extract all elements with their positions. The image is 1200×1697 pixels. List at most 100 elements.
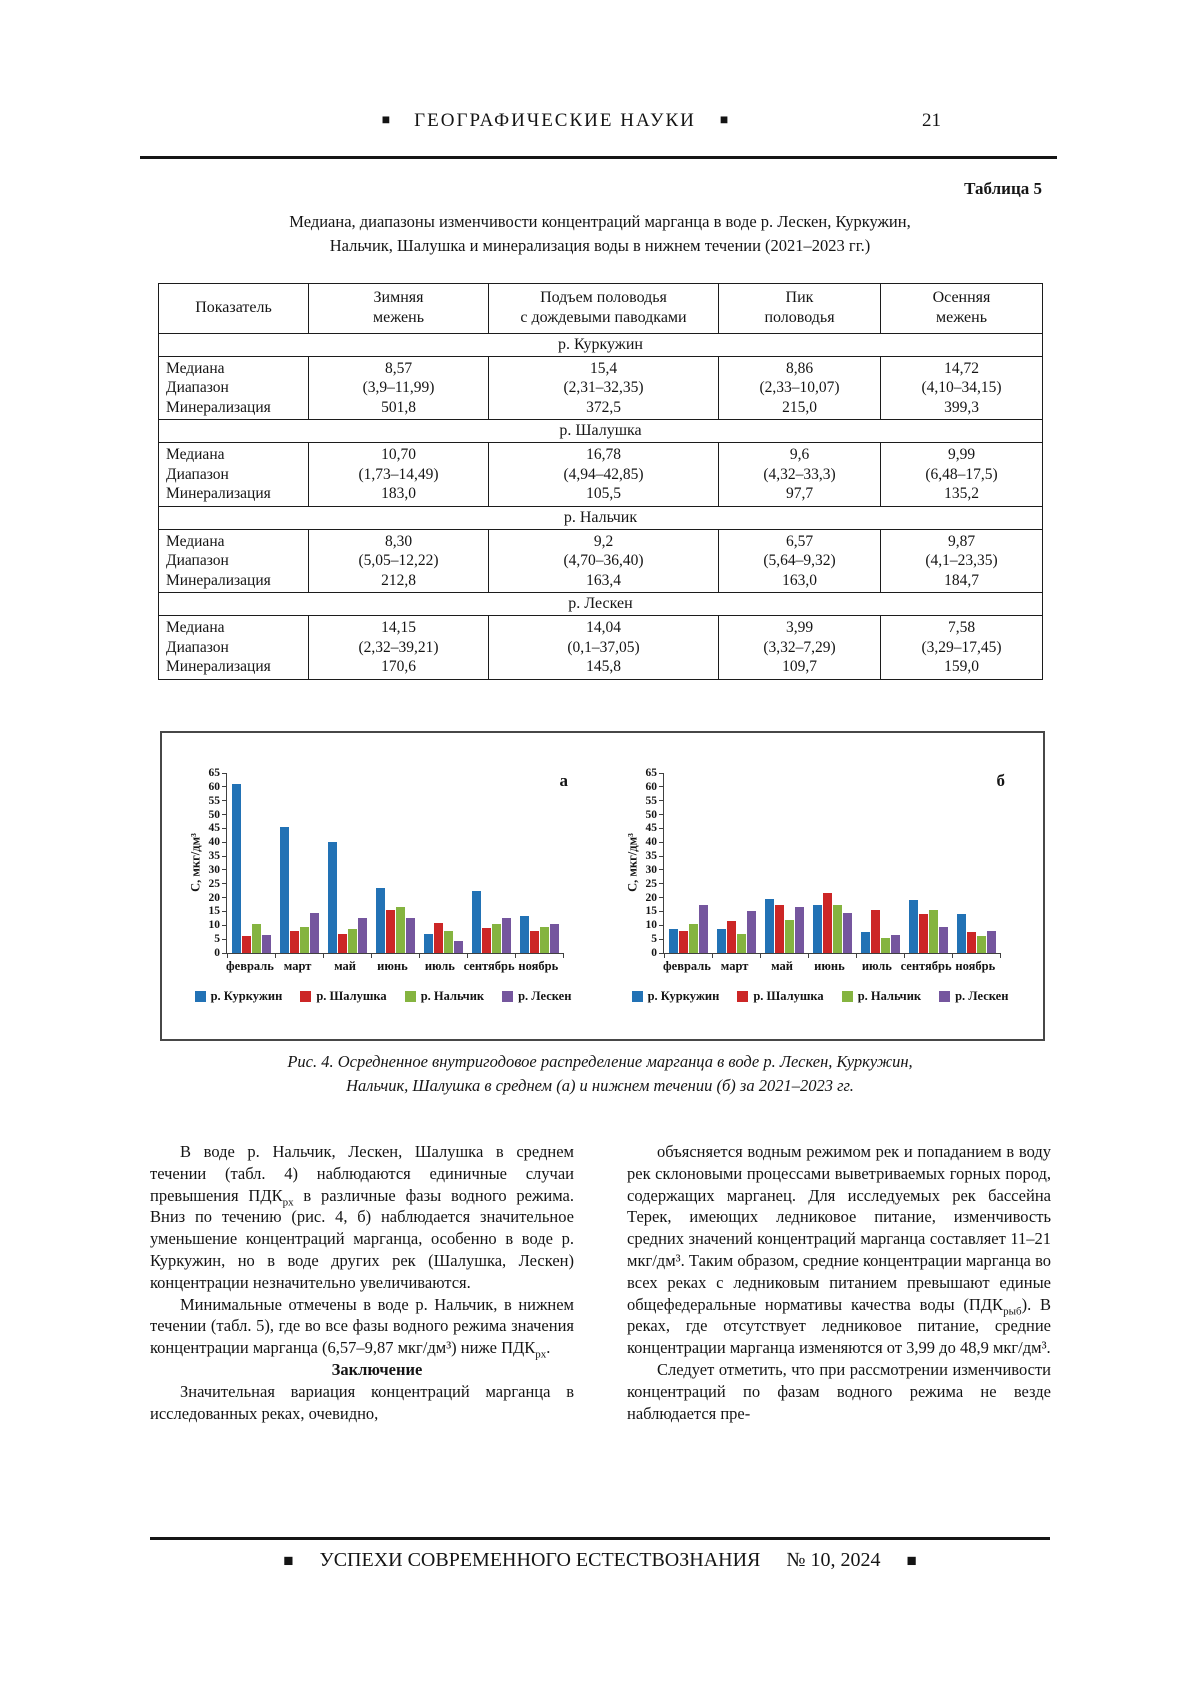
y-axis-tick: 60 <box>194 781 227 793</box>
bar-р. Лескен <box>842 912 852 953</box>
bar-р. Куркужин <box>860 932 870 953</box>
bar-р. Куркужин <box>716 929 726 953</box>
column-header: Подъем половодья с дождевыми паводками <box>488 283 719 334</box>
chart-plot-area: 0 5 10 15 20 25 30 35 40 45 50 55 60 65 <box>209 767 564 959</box>
cell-value: (2,31–32,35) <box>563 379 644 397</box>
y-axis-tick: 5 <box>631 933 664 945</box>
y-tick-mark <box>222 897 227 899</box>
paragraph: Значительная вариация концентраций марга… <box>150 1381 574 1425</box>
y-axis-tick: 0 <box>194 947 227 959</box>
bar-р. Куркужин <box>375 887 385 953</box>
bar-group <box>419 773 467 953</box>
y-tick-label: 65 <box>208 767 221 779</box>
cell-value: 163,0 <box>782 571 817 589</box>
river-name: р. Шалушка <box>158 419 1043 444</box>
legend-item: р. Куркужин <box>194 989 282 1004</box>
bar-р. Шалушка <box>774 904 784 953</box>
row-label: Медиана <box>166 532 225 550</box>
bar-р. Лескен <box>501 918 511 953</box>
x-axis-ticks <box>227 953 564 958</box>
figure-caption-line2: Нальчик, Шалушка в среднем (а) и нижнем … <box>346 1076 854 1095</box>
y-tick-label: 40 <box>645 836 658 849</box>
bar-р. Лескен <box>794 907 804 953</box>
text-segment: Минимальные отмечены в воде р. Нальчик, … <box>150 1294 574 1358</box>
table-row: Медиана Диапазон Минерализация 8,30 (5,05–12… <box>158 528 1043 594</box>
legend-swatch-icon <box>631 991 643 1002</box>
y-tick-label: 65 <box>645 767 658 779</box>
x-axis-labels: февраль март май июнь июль сентябрь ноябрь <box>663 959 999 974</box>
bar-group <box>952 773 1000 953</box>
bar-group <box>323 773 371 953</box>
y-tick-label: 0 <box>651 947 657 959</box>
cell-value: 9,2 <box>593 532 614 550</box>
y-axis-tick: 55 <box>631 795 664 807</box>
y-tick-mark <box>659 883 664 885</box>
river-section-row: р. Нальчик <box>158 505 1043 530</box>
bar-р. Нальчик <box>976 936 986 953</box>
y-tick-label: 35 <box>645 850 658 863</box>
y-axis-tick: 20 <box>194 892 227 904</box>
y-tick-label: 45 <box>645 822 658 835</box>
cell-value: 14,72 <box>944 359 979 377</box>
column-header: Осенняя межень <box>880 283 1043 334</box>
bar-р. Лескен <box>746 911 756 953</box>
cell-value: 9,87 <box>947 532 976 550</box>
y-tick-mark <box>222 800 227 802</box>
cell-value: (4,10–34,15) <box>921 379 1002 397</box>
month-label: июнь <box>814 959 845 973</box>
y-axis-tick: 50 <box>631 809 664 821</box>
value-cell: 14,04 (0,1–37,05) 145,8 <box>488 615 719 680</box>
bar-group <box>227 773 275 953</box>
value-cell: 9,87 (4,1–23,35) 184,7 <box>880 528 1043 594</box>
body-column-right: объясняется водным режимом рек и попадан… <box>627 1141 1051 1424</box>
bar-groups <box>227 773 563 953</box>
row-labels-cell: Медиана Диапазон Минерализация <box>158 528 309 594</box>
river-section-row: р. Лескен <box>158 592 1043 617</box>
y-axis-tick: 25 <box>631 878 664 890</box>
chart-panel-label: а <box>559 771 569 790</box>
subscript-text: рх <box>282 1195 294 1208</box>
chart-panel-b: б С, мкг/дм³ 0 5 10 15 20 25 30 35 40 45 50 55 60 65 фев… <box>605 743 1035 1031</box>
cell-value: 372,5 <box>586 398 621 416</box>
legend-item: р. Шалушка <box>300 989 387 1004</box>
cell-value: (3,9–11,99) <box>362 379 435 397</box>
y-tick-label: 15 <box>208 905 221 918</box>
month-label: февраль <box>226 959 274 973</box>
bar-р. Шалушка <box>481 928 491 953</box>
value-cell: 10,70 (1,73–14,49) 183,0 <box>308 442 489 507</box>
paragraph: Следует отметить, что при рассмотрении и… <box>627 1359 1051 1424</box>
y-tick-label: 10 <box>208 919 221 932</box>
y-tick-label: 20 <box>645 891 658 904</box>
table-header-row: Показатель Зимняя межень Подъем половодья … <box>158 283 1043 334</box>
month-label: март <box>283 959 312 973</box>
bar-group <box>467 773 515 953</box>
bar-group <box>904 773 952 953</box>
bar-р. Шалушка <box>822 893 832 953</box>
value-cell: 8,86 (2,33–10,07) 215,0 <box>718 355 881 421</box>
cell-value: (1,73–14,49) <box>358 465 439 483</box>
bar-р. Нальчик <box>784 919 794 953</box>
cell-value: 14,15 <box>381 619 416 637</box>
bar-р. Шалушка <box>529 930 539 953</box>
y-axis-tick: 30 <box>631 864 664 876</box>
value-cell: 16,78 (4,94–42,85) 105,5 <box>488 442 719 507</box>
river-name: р. Куркужин <box>158 332 1043 357</box>
y-tick-mark <box>659 814 664 816</box>
bar-р. Шалушка <box>289 930 299 953</box>
cell-value: (5,05–12,22) <box>358 552 439 570</box>
y-axis-tick: 15 <box>194 905 227 917</box>
bar-р. Шалушка <box>385 910 395 953</box>
bar-р. Куркужин <box>231 784 241 953</box>
y-tick-mark <box>659 938 664 940</box>
y-tick-label: 5 <box>651 933 657 946</box>
cell-value: (0,1–37,05) <box>567 638 640 656</box>
table-label: Таблица 5 <box>964 179 1042 198</box>
value-cell: 7,58 (3,29–17,45) 159,0 <box>880 615 1043 680</box>
row-label: Минерализация <box>166 571 271 589</box>
y-tick-mark <box>659 800 664 802</box>
y-tick-label: 10 <box>645 919 658 932</box>
figure-caption-line1: Рис. 4. Осредненное внутригодовое распре… <box>287 1052 913 1071</box>
y-tick-mark <box>659 924 664 926</box>
value-cell: 14,72 (4,10–34,15) 399,3 <box>880 355 1043 421</box>
y-tick-label: 40 <box>208 836 221 849</box>
